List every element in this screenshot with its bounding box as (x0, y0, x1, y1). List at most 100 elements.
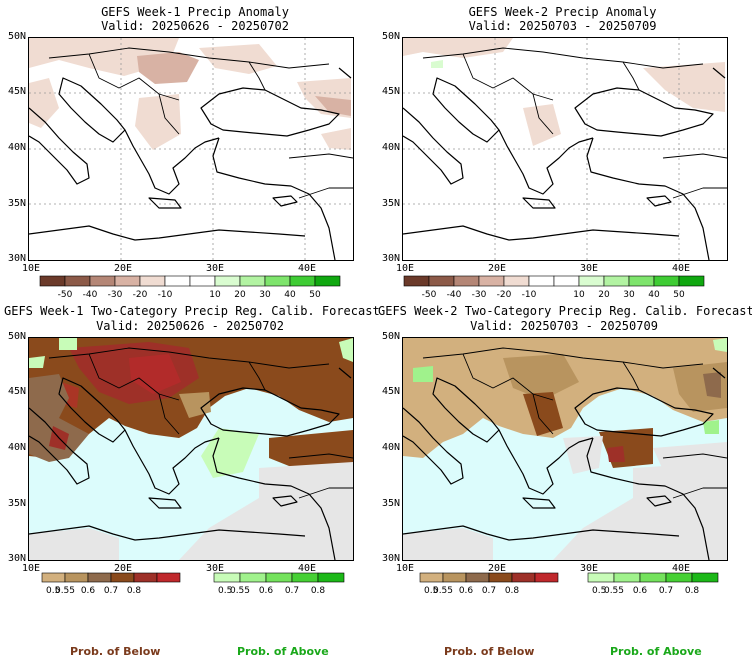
above-colorbar: 0.5 0.55 0.6 0.7 0.8 (587, 572, 719, 596)
panel-title: GEFS Week-2 Precip Anomaly (468, 5, 657, 19)
anomaly-area (135, 94, 181, 150)
colorbar-swatch (87, 572, 112, 583)
lon-label: 10E (22, 263, 41, 274)
probability-area (403, 338, 727, 458)
lat-label: 30N (381, 253, 400, 264)
colorbar-swatch (239, 572, 267, 583)
lon-label: 30E (206, 263, 225, 274)
lat-label: 30N (7, 253, 26, 264)
lat-label: 30N (381, 553, 400, 564)
colorbar-label: -50 (422, 290, 437, 300)
colorbar-label: 0.6 (459, 586, 474, 596)
colorbar-label: 0.5 (46, 586, 60, 596)
anomaly-area (431, 60, 443, 68)
lat-label: 35N (381, 198, 400, 209)
colorbar-swatch (478, 275, 505, 287)
anomaly-area (315, 96, 351, 116)
colorbar-swatch (64, 572, 89, 583)
lon-label: 10E (22, 563, 41, 574)
probability-map-week2 (402, 337, 728, 561)
colorbar-swatch (213, 572, 241, 583)
colorbar-label: 0.8 (127, 586, 142, 596)
anomaly-area (199, 44, 277, 74)
colorbar-label: 0.5 (218, 586, 232, 596)
colorbar-swatch (164, 275, 191, 287)
probability-area (607, 446, 625, 462)
colorbar-swatch (678, 275, 705, 287)
colorbar-swatch (665, 572, 693, 583)
colorbar-swatch (403, 275, 430, 287)
panel-valid-dates: Valid: 20250626 - 20250702 (96, 319, 284, 333)
colorbar-label: 0.8 (311, 586, 326, 596)
panel-valid-dates: Valid: 20250703 - 20250709 (468, 19, 657, 33)
colorbar-label: 10 (209, 290, 221, 300)
colorbar-label: 0.7 (482, 586, 496, 596)
colorbar-swatch (653, 275, 680, 287)
colorbar-label: -40 (447, 290, 462, 300)
colorbar-swatch (265, 572, 293, 583)
colorbar-label: 0.55 (55, 586, 75, 596)
lon-label: 30E (206, 563, 225, 574)
colorbar-swatch (691, 572, 719, 583)
colorbar-label: 0.8 (505, 586, 520, 596)
colorbar-label: -30 (472, 290, 487, 300)
probability-area (179, 462, 353, 560)
probability-area (413, 366, 433, 382)
probability-area (29, 374, 89, 462)
probability-map-week1 (28, 337, 354, 561)
colorbar-label: 0.6 (81, 586, 96, 596)
lat-label: 45N (381, 386, 400, 397)
colorbar-swatch (314, 275, 341, 287)
colorbar-label: 20 (598, 290, 610, 300)
gridlines (403, 38, 727, 260)
lat-label: 50N (381, 331, 400, 342)
lat-label: 45N (7, 86, 26, 97)
lon-label: 30E (580, 263, 599, 274)
lon-label: 40E (672, 263, 691, 274)
colorbar-label: 0.5 (424, 586, 438, 596)
probability-area (503, 354, 579, 400)
colorbar-swatch (41, 572, 66, 583)
probability-area (29, 528, 119, 560)
colorbar-label: 0.6 (259, 586, 274, 596)
colorbar-label: 0.7 (285, 586, 299, 596)
probability-area (59, 338, 77, 350)
colorbar-swatch (628, 275, 655, 287)
colorbar-label: 40 (284, 290, 296, 300)
probability-area (703, 420, 719, 434)
lat-label: 50N (7, 31, 26, 42)
lat-label: 45N (381, 86, 400, 97)
lat-label: 40N (7, 142, 26, 153)
anomaly-colorbar: -50 -40 -30 -20 -10 10 20 30 40 50 (403, 275, 705, 300)
colorbar-swatch (511, 572, 536, 583)
probability-area (129, 354, 181, 394)
above-colorbar: 0.5 0.55 0.6 0.7 0.8 (213, 572, 345, 596)
colorbar-swatch (239, 275, 266, 287)
anomaly-map-week2 (402, 37, 728, 261)
lon-label: 10E (396, 263, 415, 274)
lat-label: 50N (381, 31, 400, 42)
probability-area (29, 356, 45, 368)
below-colorbar: 0.5 0.55 0.6 0.7 0.8 (419, 572, 559, 596)
lon-label: 10E (396, 563, 415, 574)
colorbar-label: 30 (623, 290, 635, 300)
colorbar-label: -40 (83, 290, 98, 300)
colorbar-swatch (465, 572, 490, 583)
lon-label: 20E (114, 563, 133, 574)
panel-title: GEFS Week-1 Precip Anomaly (101, 5, 289, 19)
colorbar-swatch (578, 275, 605, 287)
colorbar-label: 0.55 (433, 586, 453, 596)
colorbar-label: 0.55 (230, 586, 250, 596)
anomaly-area (403, 38, 513, 58)
anomaly-area (137, 52, 199, 84)
colorbar-label: 0.7 (104, 586, 118, 596)
probability-area (713, 338, 727, 352)
anomaly-area (29, 78, 59, 128)
colorbar-label: -50 (58, 290, 73, 300)
lat-label: 40N (381, 142, 400, 153)
prob-above-label: Prob. of Above (610, 645, 702, 658)
colorbar-swatch (317, 572, 345, 583)
probability-area (403, 528, 493, 560)
colorbar-label: 0.7 (659, 586, 673, 596)
panel-title: GEFS Week-2 Two-Category Precip Reg. Cal… (378, 304, 752, 318)
